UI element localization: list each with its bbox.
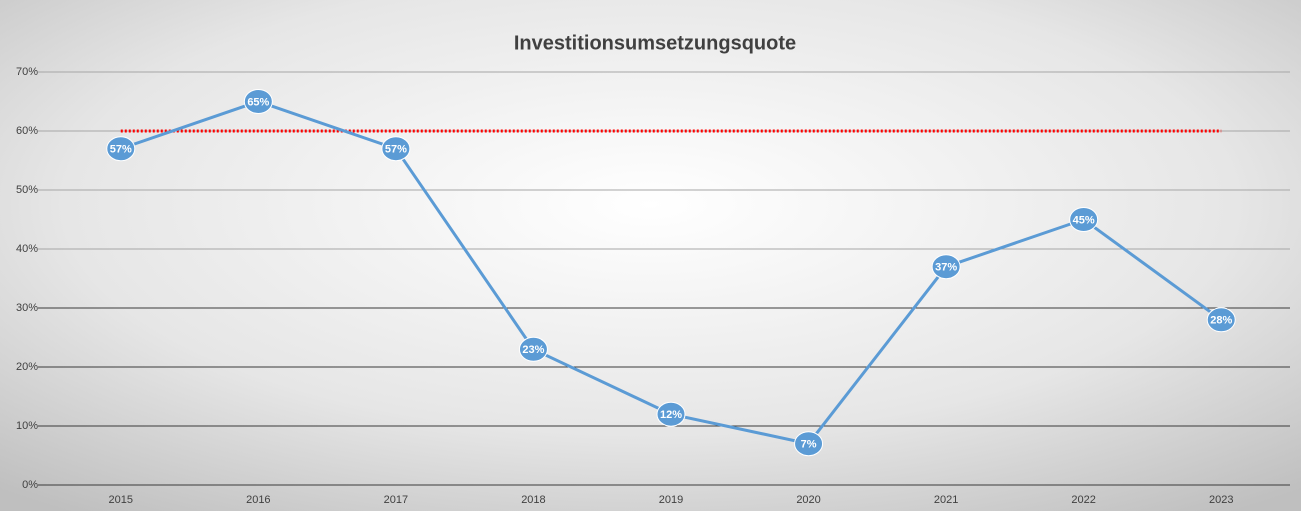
marker: [656, 401, 686, 427]
y-tick-label: 50%: [16, 184, 38, 196]
x-tick-label: 2021: [934, 494, 958, 506]
data-label: 57%: [385, 144, 407, 156]
data-label: 65%: [247, 96, 269, 108]
marker: [381, 136, 411, 162]
data-label: 57%: [110, 144, 132, 156]
x-tick-label: 2019: [659, 494, 683, 506]
data-label: 7%: [801, 439, 817, 451]
x-tick-label: 2023: [1209, 494, 1233, 506]
data-label: 28%: [1210, 315, 1232, 327]
data-label: 12%: [660, 409, 682, 421]
y-tick-label: 10%: [16, 420, 38, 432]
x-tick-label: 2016: [246, 494, 270, 506]
y-tick-label: 60%: [16, 125, 38, 137]
data-label: 37%: [935, 262, 957, 274]
marker: [931, 254, 961, 280]
data-label: 23%: [522, 344, 544, 356]
marker: [1206, 307, 1236, 333]
marker: [1069, 207, 1099, 232]
x-tick-label: 2015: [109, 494, 133, 506]
marker: [243, 89, 273, 114]
x-tick-label: 2020: [796, 494, 820, 506]
marker: [794, 431, 824, 457]
chart-title: Investitionsumsetzungsquote: [514, 32, 796, 54]
x-tick-label: 2017: [384, 494, 408, 506]
marker: [518, 336, 548, 362]
data-label: 45%: [1073, 214, 1095, 226]
y-tick-label: 40%: [16, 243, 38, 255]
y-tick-label: 0%: [22, 479, 38, 491]
y-tick-label: 70%: [16, 66, 38, 78]
y-tick-label: 20%: [16, 361, 38, 373]
marker: [106, 136, 136, 162]
x-tick-label: 2022: [1071, 494, 1095, 506]
x-tick-label: 2018: [521, 494, 545, 506]
y-tick-label: 30%: [16, 302, 38, 314]
